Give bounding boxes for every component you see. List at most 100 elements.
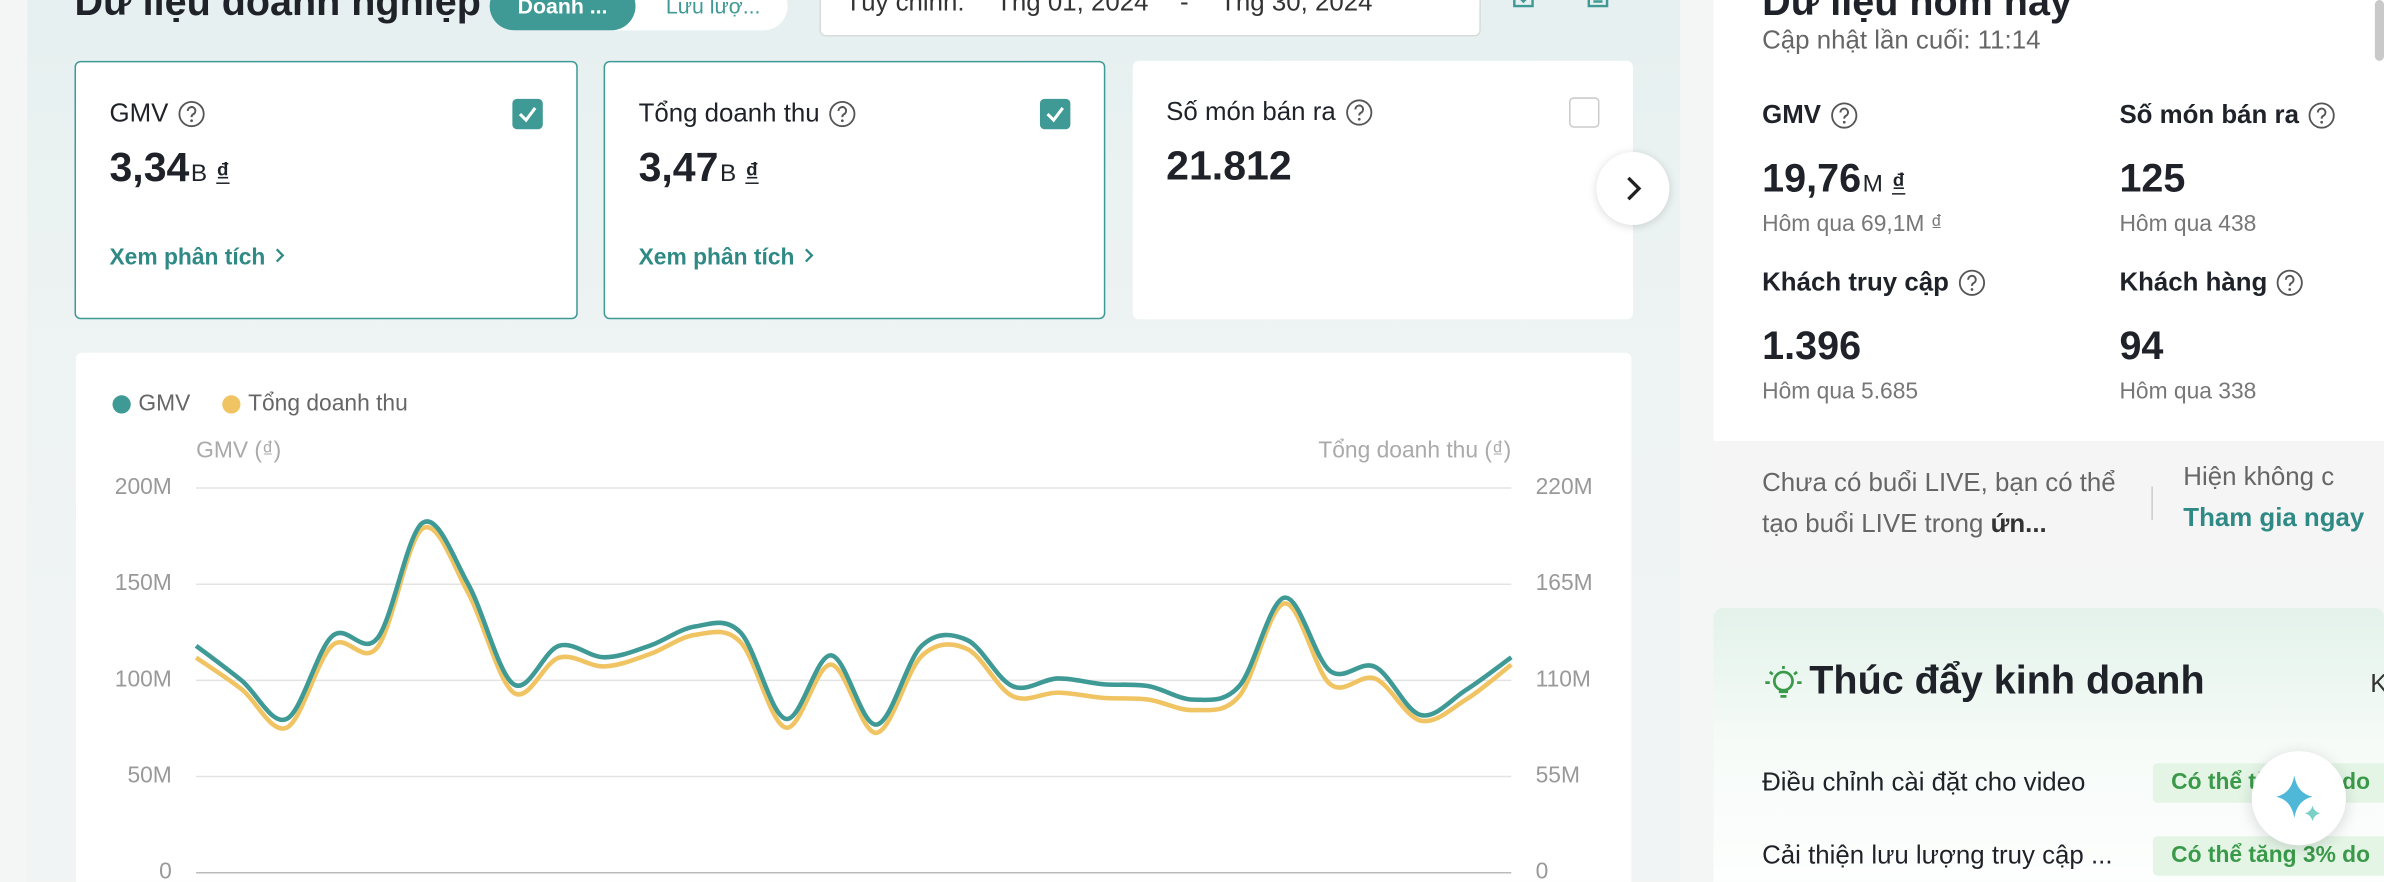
y2-tick-label: 220M xyxy=(1536,473,1593,499)
card-label: Tổng doanh thu xyxy=(639,99,857,129)
tab[interactable]: Doanh ... xyxy=(489,0,636,31)
link-text: Xem phân tích xyxy=(638,244,795,271)
metric-card[interactable]: GMV 3,34B ₫ Xem phân tích xyxy=(74,60,578,320)
metric-value: 1.396 xyxy=(1762,322,2112,369)
live-box: Chưa có buổi LIVE, bạn có thể tạo buổi L… xyxy=(1713,440,2384,566)
checkbox[interactable] xyxy=(1039,98,1071,130)
chevron xyxy=(804,248,813,263)
chart-panel xyxy=(76,352,1632,882)
metric-previous: Hôm qua 69,1M ₫ xyxy=(1762,211,1943,238)
help-circle xyxy=(1345,99,1372,126)
y2-tick-label: 110M xyxy=(1536,665,1591,691)
help-circle xyxy=(1830,102,1857,129)
metric-label: GMV xyxy=(1762,100,2112,130)
help-icon xyxy=(1345,99,1372,126)
analysis-link: Xem phân tích xyxy=(639,245,816,271)
metric-previous: Hôm qua 338 xyxy=(2119,378,2257,405)
chart: GMV (₫) Tổng doanh thu (₫) 0 50M 100M 150M 2… xyxy=(112,389,1593,882)
label: Khách hàng xyxy=(2119,267,2268,297)
check-path xyxy=(518,107,537,123)
chevron-path xyxy=(804,248,813,263)
download-icon[interactable] xyxy=(1511,0,1535,12)
help-icon xyxy=(2308,102,2335,129)
currency: ₫ xyxy=(1891,168,1906,198)
today-panel: Dữ liệu hôm nay Cập nhật lần cuối: 11:14… xyxy=(1713,0,2384,566)
analysis-link: Xem phân tích xyxy=(109,245,286,271)
help-circle xyxy=(1958,269,1985,296)
y-tick-label: 150M xyxy=(115,569,172,595)
next-button[interactable] xyxy=(1596,152,1670,226)
help-dot xyxy=(1970,288,1974,291)
help-icon xyxy=(2277,269,2304,296)
boost-title: Thúc đẩy kinh doanh xyxy=(1809,656,2205,703)
help-icon xyxy=(1830,102,1857,129)
bulb-icon xyxy=(1765,665,1802,698)
boost-side: K xyxy=(2370,669,2384,699)
y-tick-label: 50M xyxy=(127,762,171,788)
check xyxy=(1046,107,1064,123)
help-mark xyxy=(186,106,196,118)
label: Số món bán ra xyxy=(1166,97,1336,127)
y2-tick-label: 55M xyxy=(1536,762,1580,788)
value: 19,76 xyxy=(1762,155,1862,201)
live-message: Chưa có buổi LIVE, bạn có thể tạo buổi L… xyxy=(1762,468,2116,539)
metric-card[interactable]: Số món bán ra 21.812 xyxy=(1132,60,1633,320)
today-metric: GMV 19,76M ₫ Hôm qua 69,1M ₫ xyxy=(1762,100,2112,237)
unit: B xyxy=(190,161,208,188)
legend-label: Tổng doanh thu xyxy=(248,389,408,415)
help-icon xyxy=(829,100,856,128)
metric-value: 94 xyxy=(2119,322,2384,369)
series-line xyxy=(194,519,1513,727)
metric-value: 3,47B ₫ xyxy=(639,144,759,191)
help-circle xyxy=(2308,102,2335,129)
y-axis-title: GMV (₫) xyxy=(196,437,281,463)
date-start: Thg 01, 2024 xyxy=(996,0,1149,17)
help-mark xyxy=(837,106,848,118)
tab-switch: Doanh ... Lưu lượ... xyxy=(489,0,788,31)
help-dot xyxy=(841,119,844,123)
y2-axis-title: Tổng doanh thu (₫) xyxy=(1318,437,1511,463)
updated-time: Cập nhật lần cuối: 11:14 xyxy=(1762,25,2041,55)
checkbox[interactable] xyxy=(512,98,543,130)
legend-swatch xyxy=(112,395,131,414)
metric-value: 3,34B ₫ xyxy=(109,144,229,191)
divider xyxy=(2151,486,2153,520)
checkbox[interactable] xyxy=(1569,97,1600,128)
label: Số món bán ra xyxy=(2119,100,2299,130)
join-link[interactable]: Tham gia ngay xyxy=(2183,503,2365,533)
label: GMV xyxy=(109,98,169,128)
metric-value: 19,76M ₫ xyxy=(1762,155,2112,202)
series-line xyxy=(194,524,1513,736)
label: Tổng doanh thu xyxy=(638,98,820,128)
value: 125 xyxy=(2119,155,2186,201)
label: Khách truy cập xyxy=(1762,267,1949,297)
y-tick-label: 100M xyxy=(115,665,172,691)
y-tick-label: 200M xyxy=(115,473,172,499)
help-mark xyxy=(1353,104,1364,116)
y2-tick-label: 0 xyxy=(1536,858,1549,882)
tab[interactable]: Lưu lượ... xyxy=(665,0,761,19)
boost-badge: Có thể tăng 3% do xyxy=(2152,836,2384,876)
chevron xyxy=(275,248,284,263)
chevron xyxy=(1627,176,1642,201)
today-metric: Khách hàng 94 Hôm qua 338 xyxy=(2119,267,2384,405)
report-icon[interactable] xyxy=(1586,0,1610,12)
metric-card[interactable]: Tổng doanh thu 3,47B ₫ Xem phân tích xyxy=(603,60,1106,320)
help-mark xyxy=(2285,274,2295,286)
y-tick-label: 0 xyxy=(159,858,172,882)
unit: B xyxy=(720,161,737,188)
check xyxy=(518,107,537,123)
date-picker[interactable]: Tùy chỉnh: Thg 01, 2024 - Thg 30, 2024 xyxy=(819,0,1481,37)
today-metric: Số món bán ra 125 Hôm qua 438 xyxy=(2119,100,2384,237)
page-title: Dữ liệu doanh nghiệp xyxy=(74,0,481,25)
date-sep: - xyxy=(1179,0,1189,17)
assistant-button[interactable] xyxy=(2251,751,2346,846)
metric-label: Số món bán ra xyxy=(2119,100,2384,130)
help-circle xyxy=(2277,269,2304,296)
value: 21.812 xyxy=(1166,142,1292,189)
help-dot xyxy=(189,119,193,123)
today-title: Dữ liệu hôm nay xyxy=(1762,0,2072,25)
